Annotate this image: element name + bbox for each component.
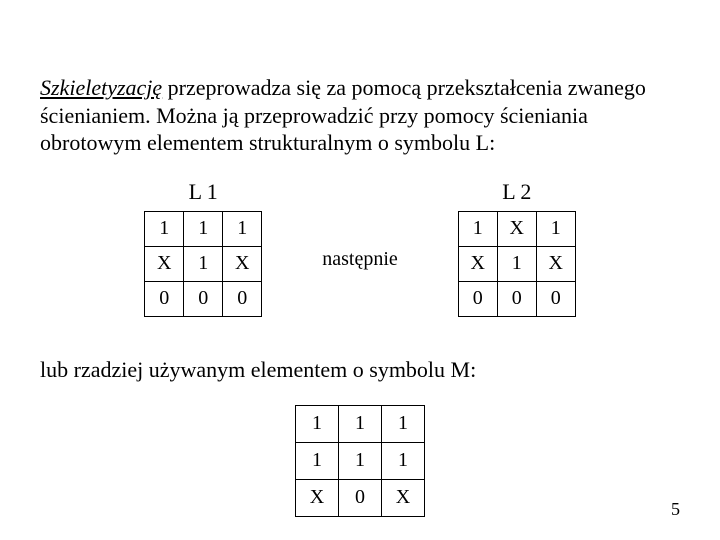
- table-L1: 1 1 1 X 1 X 0 0 0: [144, 211, 262, 317]
- connector-text: następnie: [322, 224, 398, 271]
- table-cell: 0: [339, 479, 382, 516]
- lead-word: Szkieletyzację: [40, 75, 162, 100]
- table-cell: 1: [497, 246, 536, 281]
- table-cell: 1: [145, 211, 184, 246]
- table-cell: X: [145, 246, 184, 281]
- table-cell: 0: [223, 281, 262, 316]
- table-cell: X: [296, 479, 339, 516]
- para-M: lub rzadziej używanym elementem o symbol…: [40, 357, 680, 383]
- table-cell: X: [536, 246, 575, 281]
- table-cell: 1: [536, 211, 575, 246]
- table-cell: X: [223, 246, 262, 281]
- row-M: 1 1 1 1 1 1 X 0 X: [40, 405, 680, 517]
- table-cell: 1: [296, 405, 339, 442]
- intro-paragraph: Szkieletyzację przeprowadza się za pomoc…: [40, 74, 680, 157]
- table-cell: 1: [223, 211, 262, 246]
- table-L2: 1 X 1 X 1 X 0 0 0: [458, 211, 576, 317]
- table-cell: 1: [382, 442, 425, 479]
- table-cell: X: [497, 211, 536, 246]
- table-cell: 1: [339, 405, 382, 442]
- table-cell: 1: [458, 211, 497, 246]
- label-L1: L 1: [189, 179, 218, 205]
- table-cell: 0: [536, 281, 575, 316]
- table-cell: 1: [339, 442, 382, 479]
- table-cell: 1: [382, 405, 425, 442]
- table-cell: X: [458, 246, 497, 281]
- table-cell: 1: [296, 442, 339, 479]
- label-L2: L 2: [502, 179, 531, 205]
- table-cell: 0: [458, 281, 497, 316]
- table-cell: 0: [497, 281, 536, 316]
- table-cell: X: [382, 479, 425, 516]
- row-L: L 1 1 1 1 X 1 X 0 0 0 następnie: [40, 179, 680, 317]
- table-cell: 0: [184, 281, 223, 316]
- col-L1: L 1 1 1 1 X 1 X 0 0 0: [144, 179, 262, 317]
- col-L2: L 2 1 X 1 X 1 X 0 0 0: [458, 179, 576, 317]
- table-cell: 1: [184, 211, 223, 246]
- page-number: 5: [671, 499, 680, 520]
- table-cell: 0: [145, 281, 184, 316]
- table-M: 1 1 1 1 1 1 X 0 X: [295, 405, 425, 517]
- table-cell: 1: [184, 246, 223, 281]
